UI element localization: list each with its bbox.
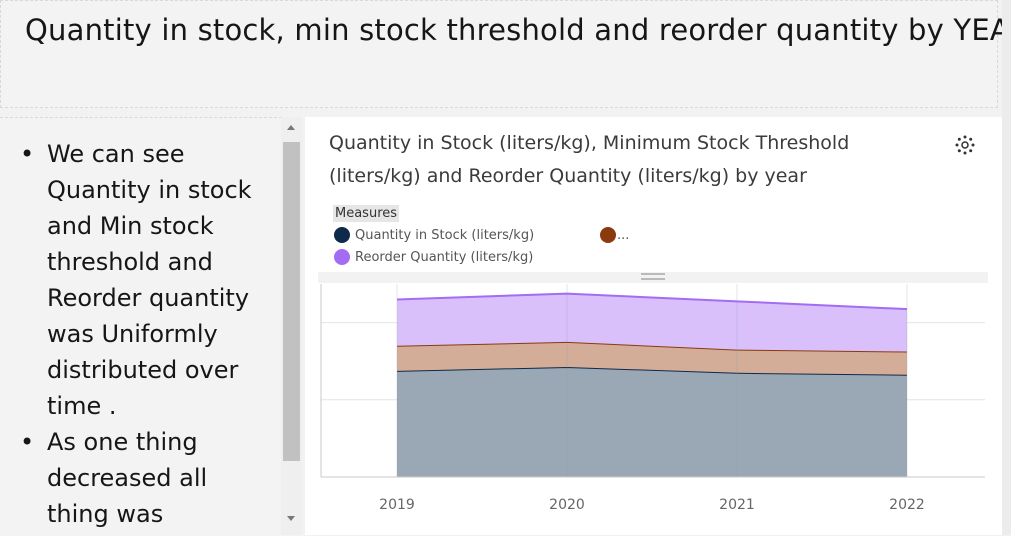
legend-item-quantity-in-stock[interactable]: Quantity in Stock (liters/kg): [334, 227, 534, 243]
x-tick-label: 2019: [379, 497, 415, 513]
notes-panel: We can see Quantity in stock and Min sto…: [0, 117, 302, 536]
list-item: As one thing decreased all thing was: [20, 424, 267, 532]
scroll-down-arrow-icon[interactable]: [287, 516, 295, 521]
legend-label: Reorder Quantity (liters/kg): [355, 249, 534, 265]
list-item: We can see Quantity in stock and Min sto…: [20, 136, 267, 424]
legend-title: Measures: [333, 205, 400, 222]
resize-bar[interactable]: [318, 272, 988, 283]
scroll-thumb[interactable]: [283, 142, 300, 461]
legend-dot-icon: [334, 249, 350, 265]
notes-list: We can see Quantity in stock and Min sto…: [0, 136, 267, 532]
area-series: [397, 341, 907, 375]
legend-label: Quantity in Stock (liters/kg): [355, 227, 535, 243]
legend-item-min-threshold[interactable]: ...: [600, 227, 629, 243]
legend-label: ...: [617, 227, 630, 243]
legend-item-reorder-quantity[interactable]: Reorder Quantity (liters/kg): [334, 249, 533, 265]
page-title: Quantity in stock, min stock threshold a…: [25, 13, 1011, 47]
series-line: [396, 292, 908, 311]
x-tick-label: 2022: [889, 497, 925, 513]
legend-dot-icon: [600, 227, 616, 243]
chart-panel: Quantity in Stock (liters/kg), Minimum S…: [305, 117, 1002, 535]
window-edge: [1002, 0, 1011, 535]
x-tick-label: 2020: [549, 497, 585, 513]
chart-title: Quantity in Stock (liters/kg), Minimum S…: [329, 132, 850, 187]
notes-scrollbar[interactable]: [281, 117, 302, 535]
title-panel: Quantity in stock, min stock threshold a…: [0, 0, 1011, 108]
area-series: [397, 293, 907, 352]
area-chart[interactable]: 2019 2020 2021 2022: [305, 117, 1002, 535]
settings-icon[interactable]: [953, 133, 977, 157]
scroll-up-arrow-icon[interactable]: [287, 125, 295, 130]
area-series: [397, 366, 907, 477]
x-tick-label: 2021: [719, 497, 755, 513]
legend-dot-icon: [334, 227, 350, 243]
